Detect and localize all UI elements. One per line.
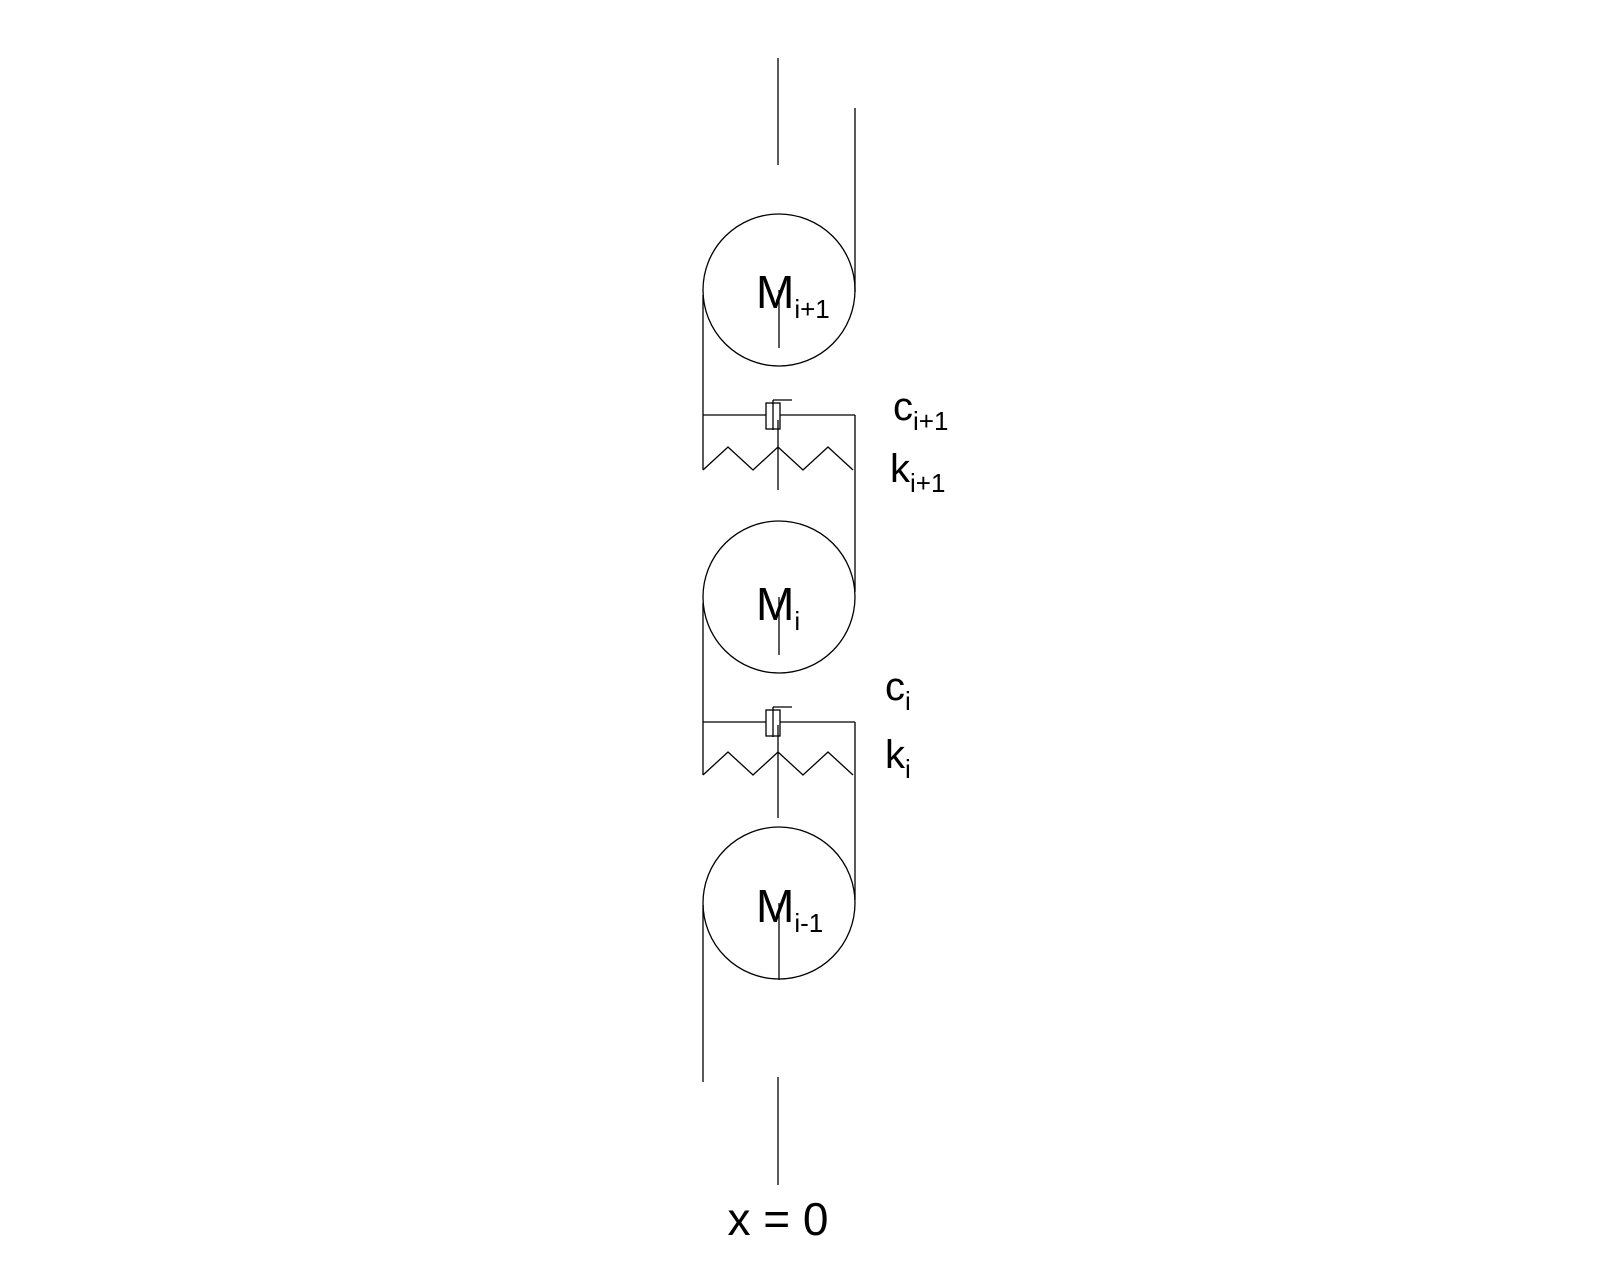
origin-label: x = 0: [727, 1193, 828, 1245]
mass-lower-label: Mi-1: [756, 880, 823, 938]
mass-middle-circle: [702, 520, 856, 674]
damper-lower-label: ci: [885, 665, 911, 716]
mass-middle-label: Mi: [756, 578, 800, 636]
damper-upper-label: ci+1: [893, 385, 948, 436]
spring-lower-label: ki: [885, 733, 911, 784]
mass-upper-circle: [702, 213, 856, 367]
mass-upper-label: Mi+1: [756, 266, 830, 324]
spring-upper-label: ki+1: [890, 447, 945, 498]
